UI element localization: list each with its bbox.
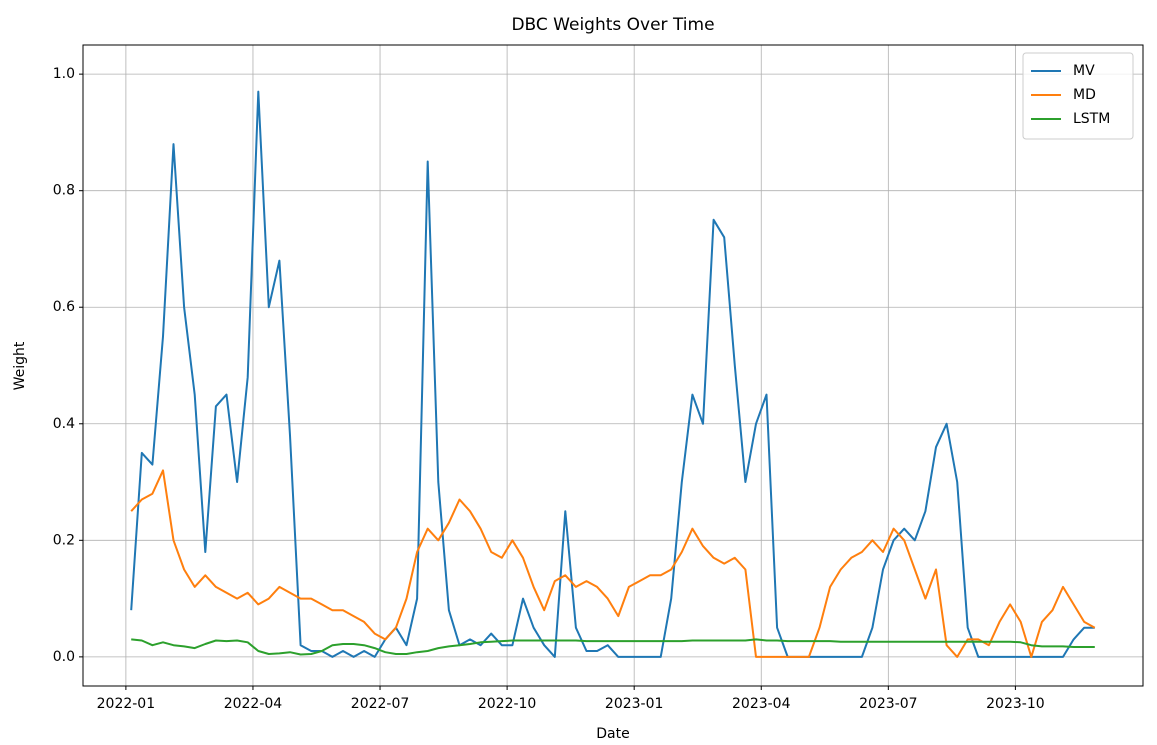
x-tick-label: 2023-01 (605, 696, 664, 712)
y-axis-label: Weight (12, 341, 28, 390)
line-series (130, 90, 1095, 658)
legend-label: MD (1073, 87, 1096, 103)
chart-title: DBC Weights Over Time (511, 15, 714, 35)
legend-box (1022, 52, 1134, 140)
x-tick-label: 2023-10 (986, 696, 1045, 712)
x-tick-label: 2022-01 (97, 696, 156, 712)
x-tick-label: 2023-07 (859, 696, 918, 712)
y-tick-label: 0.6 (53, 299, 75, 315)
y-tick-label: 0.8 (53, 183, 75, 199)
x-axis-label: Date (596, 726, 629, 742)
y-tick-label: 0.4 (53, 416, 75, 432)
x-tick-label: 2023-04 (732, 696, 791, 712)
y-tick-label: 0.2 (53, 532, 75, 548)
x-tick-label: 2022-07 (351, 696, 410, 712)
line-series (130, 469, 1096, 658)
legend-label: MV (1073, 63, 1095, 79)
plot-frame (82, 44, 1144, 687)
y-tick-label: 0.0 (53, 649, 75, 665)
y-tick-label: 1.0 (53, 66, 75, 82)
x-tick-label: 2022-04 (224, 696, 283, 712)
legend-label: LSTM (1073, 111, 1110, 127)
line-series (131, 638, 1095, 656)
x-tick-label: 2022-10 (478, 696, 537, 712)
